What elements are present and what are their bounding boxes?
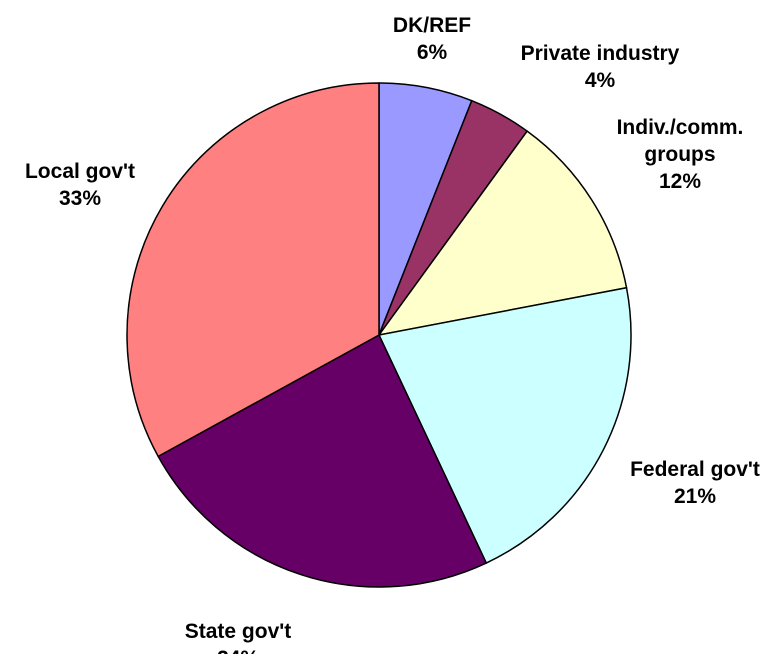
pie-slice-name-label: Private industry: [521, 42, 680, 65]
pie-slice-value-label: 4%: [585, 69, 616, 92]
pie-slice-value-label: 33%: [59, 187, 101, 210]
pie-slice-label-4: State gov't 24%: [185, 620, 292, 654]
pie-slice-name-label: groups: [644, 143, 715, 166]
pie-slice-label-3: Federal gov't 21%: [630, 458, 760, 508]
pie-slice-3: [378, 287, 632, 564]
pie-labels: DK/REF 6% Private industry 4% Indiv./comm. gr…: [25, 14, 760, 659]
pie-slice-name-label: Indiv./comm.: [617, 116, 744, 139]
pie-slice-label-0: DK/REF 6%: [393, 14, 471, 64]
pie-slice-2: [378, 130, 628, 336]
pie-slice-name-label: Local gov't: [25, 160, 135, 183]
pie-slice-name-label: State gov't: [185, 620, 292, 643]
pie-slice-label-2: Indiv./comm. groups 12%: [617, 116, 744, 193]
pie-slice-value-label: 12%: [659, 170, 701, 193]
pie-slice-5: [126, 82, 380, 458]
pie-slices: [126, 82, 632, 588]
pie-slice-value-label: 21%: [674, 485, 716, 508]
pie-slice-value-label: 6%: [417, 41, 448, 64]
pie-slice-name-label: DK/REF: [393, 14, 471, 37]
pie-slice-value-label: 24%: [217, 647, 259, 654]
pie-slice-4: [157, 334, 488, 588]
pie-slice-label-5: Local gov't 33%: [25, 160, 135, 210]
pie-slice-label-1: Private industry 4%: [521, 42, 680, 92]
pie-slice-name-label: Federal gov't: [630, 458, 760, 481]
